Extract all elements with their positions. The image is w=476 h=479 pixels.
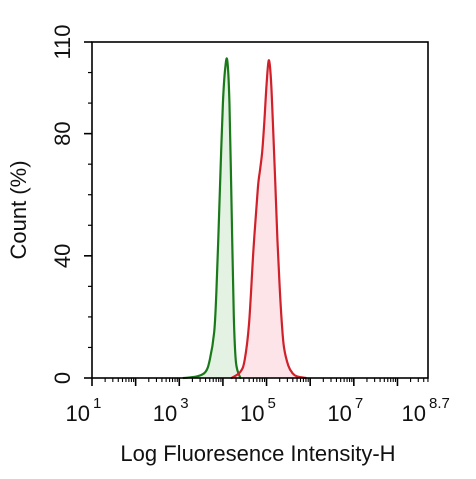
y-tick-label: 110 <box>50 24 75 59</box>
x-tick-label: 10 3 <box>153 395 189 426</box>
x-tick-label: 10 1 <box>66 395 102 426</box>
series-areas <box>183 58 306 378</box>
x-tick-base: 10 <box>402 401 426 426</box>
series-1-line <box>182 57 242 380</box>
y-axis-title: Count (%) <box>6 160 31 259</box>
x-tick-exponent: 3 <box>180 395 188 412</box>
x-tick-base: 10 <box>66 401 90 426</box>
x-tick-label: 10 7 <box>327 395 363 426</box>
series-lines <box>182 57 307 380</box>
x-axis-title: Log Fluoresence Intensity-H <box>120 441 395 466</box>
x-tick-base: 10 <box>240 401 264 426</box>
series-2-area <box>231 60 306 378</box>
y-axis-ticks <box>84 41 92 379</box>
x-tick-label: 10 8.7 <box>402 395 450 426</box>
y-tick-label: 40 <box>50 244 75 268</box>
x-axis-ticks <box>91 378 429 386</box>
x-tick-base: 10 <box>153 401 177 426</box>
x-tick-label: 10 5 <box>240 395 276 426</box>
x-tick-exponent: 1 <box>93 395 101 412</box>
y-axis-tick-labels: 0 40 80 110 <box>50 24 75 384</box>
series-1-area <box>183 58 241 378</box>
x-tick-exponent: 7 <box>355 395 363 412</box>
y-tick-label: 0 <box>50 372 75 384</box>
x-tick-base: 10 <box>327 401 351 426</box>
x-tick-exponent: 8.7 <box>429 395 450 412</box>
x-axis-tick-labels: 10 1 10 3 10 5 10 7 10 8.7 <box>66 395 450 426</box>
series-2-line <box>230 59 307 380</box>
x-tick-exponent: 5 <box>268 395 276 412</box>
y-tick-label: 80 <box>50 121 75 145</box>
